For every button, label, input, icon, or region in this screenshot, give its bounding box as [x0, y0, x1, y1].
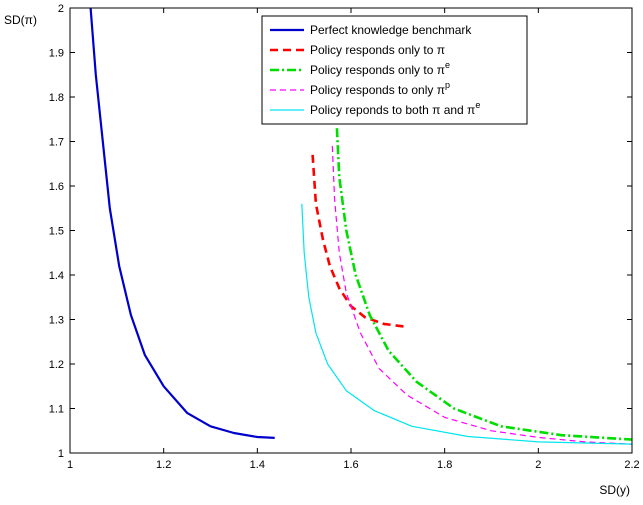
series-line-2	[311, 154, 406, 328]
x-tick-label: 1.6	[343, 459, 358, 471]
legend-entry-4: Policy responds to only πp	[310, 80, 450, 97]
legend-entry-5: Policy reponds to both π and πe	[310, 100, 480, 117]
legend-entry-2: Policy responds only to π	[310, 43, 445, 57]
y-tick-label: 1.8	[49, 92, 64, 104]
x-tick-label: 1.2	[156, 459, 171, 471]
series-line-5	[301, 203, 632, 445]
x-tick-label: 1	[67, 459, 73, 471]
y-tick-label: 1.9	[49, 48, 64, 60]
x-tick-label: 1.4	[250, 459, 265, 471]
series-line-3	[335, 128, 632, 441]
legend-entry-3: Policy responds only to πe	[310, 60, 450, 77]
series-layer	[89, 8, 632, 445]
x-tick-label: 2	[535, 459, 541, 471]
y-axis-label: SD(π)	[4, 13, 37, 27]
y-tick-label: 1.7	[49, 137, 64, 149]
x-axis-label: SD(y)	[599, 483, 630, 497]
y-tick-label: 1.3	[49, 315, 64, 327]
y-tick-label: 2	[58, 3, 64, 15]
x-tick-label: 2.2	[624, 459, 639, 471]
series-line-4	[331, 145, 632, 445]
legend: Perfect knowledge benchmark Policy respon…	[261, 15, 528, 125]
legend-box	[261, 15, 528, 125]
ticks-layer: 1 1.2 1.4 1.6 1.8 2 2.2 1 1.1 1.2 1.3 1.4 1.5 1.6 1.7 1…	[49, 3, 640, 471]
y-tick-label: 1	[58, 448, 64, 460]
y-tick-label: 1.1	[49, 404, 64, 416]
y-tick-label: 1.6	[49, 181, 64, 193]
y-tick-label: 1.2	[49, 359, 64, 371]
legend-entry-1: Perfect knowledge benchmark	[310, 23, 472, 37]
x-tick-label: 1.8	[437, 459, 452, 471]
y-tick-label: 1.5	[49, 226, 64, 238]
y-tick-label: 1.4	[49, 270, 64, 282]
series-line-1	[89, 8, 275, 439]
